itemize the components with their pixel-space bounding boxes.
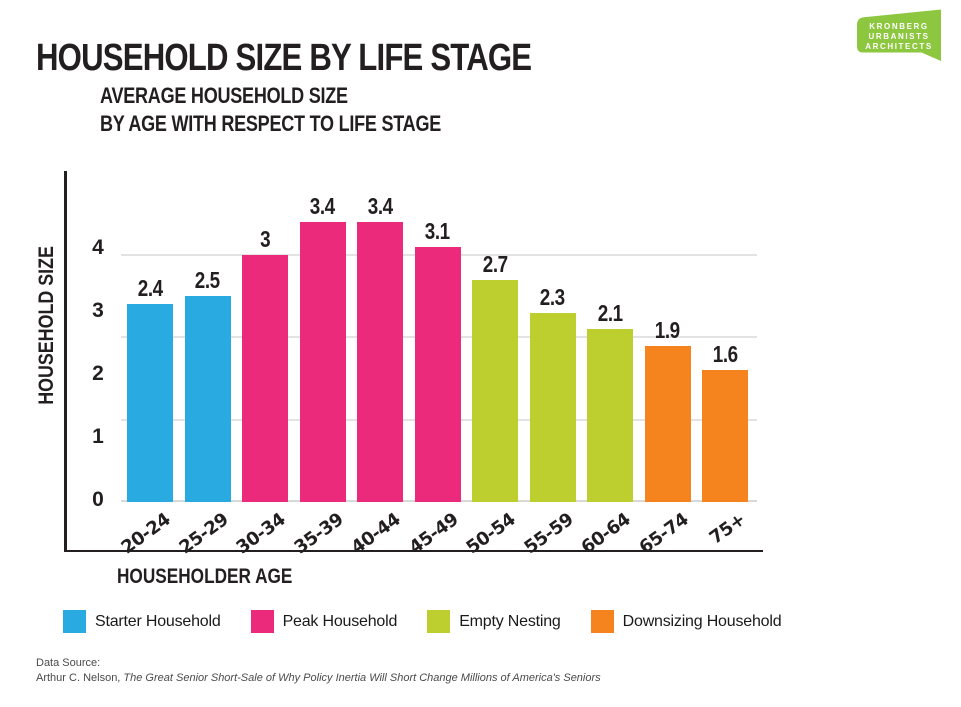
bar-value-50-54: 2.7 (482, 251, 508, 277)
logo-line-3: ARCHITECTS (865, 42, 933, 51)
bar-30-34 (242, 255, 288, 502)
x-axis-line (64, 549, 763, 552)
chart-legend: Starter Household Peak Household Empty Nes… (63, 610, 782, 633)
bar-value-25-29: 2.5 (194, 267, 220, 293)
bar-value-40-44: 3.4 (367, 193, 393, 219)
bar-45-49 (414, 247, 461, 502)
bar-value-45-49: 3.1 (424, 218, 450, 244)
y-tick-4: 4 (92, 236, 104, 259)
chart-subtitle-line-2: BY AGE WITH RESPECT TO LIFE STAGE (100, 111, 442, 136)
y-tick-2: 2 (92, 362, 104, 385)
y-tick-3: 3 (92, 299, 104, 322)
bar-value-20-24: 2.4 (137, 275, 163, 301)
bar-75+ (702, 370, 748, 502)
bar-value-65-74: 1.9 (654, 317, 680, 343)
data-source-note: Data Source: Arthur C. Nelson, The Great… (36, 656, 601, 686)
legend-label-starter: Starter Household (95, 612, 221, 630)
page-title: HOUSEHOLD SIZE BY LIFE STAGE (36, 37, 532, 80)
bar-value-35-39: 3.4 (309, 193, 335, 219)
legend-swatch-downsizing (590, 610, 614, 633)
legend-item-peak: Peak Household (250, 610, 398, 633)
data-source-author: Arthur C. Nelson, (36, 672, 124, 684)
logo-text: KRONBERG URBANISTS ARCHITECTS (859, 22, 939, 52)
legend-swatch-empty (427, 610, 451, 633)
y-tick-0: 0 (92, 488, 104, 511)
legend-item-starter: Starter Household (63, 610, 221, 633)
legend-item-downsizing: Downsizing Household (590, 610, 782, 633)
bar-value-75+: 1.6 (712, 341, 738, 367)
speech-bubble-icon (857, 9, 941, 61)
bar-25-29 (184, 296, 231, 502)
data-source-publication: The Great Senior Short-Sale of Why Polic… (123, 672, 601, 684)
bar-55-59 (529, 313, 576, 502)
bar-value-60-64: 2.1 (597, 300, 623, 326)
legend-item-empty: Empty Nesting (427, 610, 561, 633)
chart-subtitle-line-1: AVERAGE HOUSEHOLD SIZE (100, 83, 348, 108)
data-source-label: Data Source: (36, 657, 101, 669)
y-axis-title: HOUSEHOLD SIZE (35, 246, 58, 405)
logo-line-2: URBANISTS (868, 32, 930, 41)
legend-swatch-starter (63, 610, 86, 633)
legend-swatch-peak (250, 610, 274, 633)
y-axis-line (64, 171, 67, 552)
bar-20-24 (127, 304, 173, 502)
y-tick-1: 1 (92, 425, 104, 448)
bar-40-44 (357, 222, 403, 502)
kronberg-logo: KRONBERG URBANISTS ARCHITECTS (849, 8, 945, 72)
legend-label-downsizing: Downsizing Household (622, 612, 782, 630)
logo-line-1: KRONBERG (869, 22, 929, 31)
bar-65-74 (644, 346, 691, 502)
chart-subtitle: AVERAGE HOUSEHOLD SIZE BY AGE WITH RESPE… (100, 82, 516, 138)
legend-label-empty: Empty Nesting (459, 612, 561, 630)
legend-label-peak: Peak Household (282, 612, 398, 630)
bar-60-64 (587, 329, 633, 502)
x-axis-title: HOUSEHOLDER AGE (117, 565, 293, 588)
bar-35-39 (299, 222, 346, 502)
data-source-citation: Arthur C. Nelson, The Great Senior Short… (36, 671, 601, 686)
bar-value-55-59: 2.3 (539, 284, 565, 310)
bar-value-30-34: 3 (259, 226, 271, 252)
bar-50-54 (472, 280, 518, 502)
